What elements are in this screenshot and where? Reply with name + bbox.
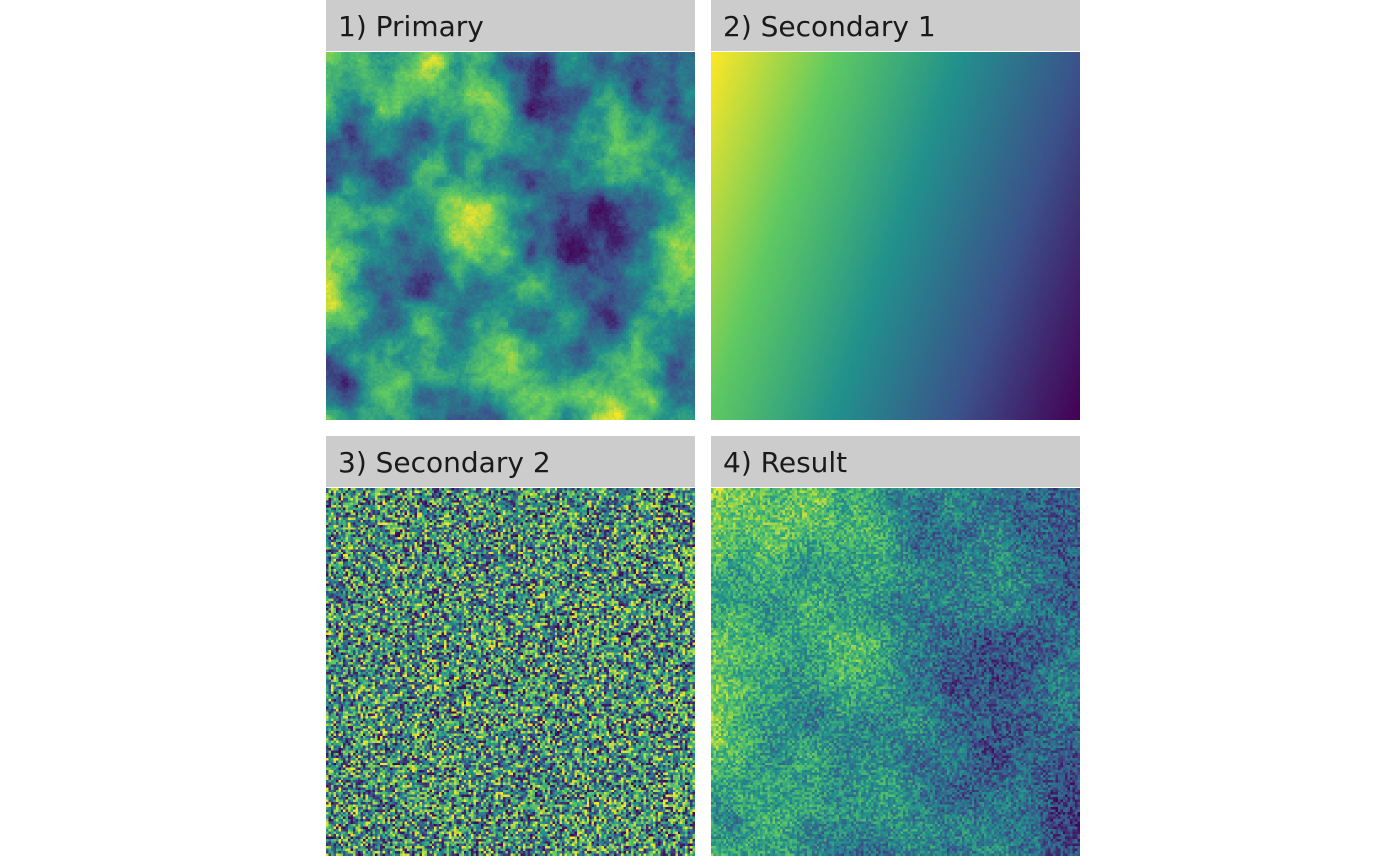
raster-secondary-2: [326, 488, 695, 856]
raster-secondary-1: [711, 52, 1080, 420]
panel-title-secondary-2: 3) Secondary 2: [326, 436, 695, 487]
panel-result: 4) Result: [711, 436, 1080, 856]
raster-primary: [326, 52, 695, 420]
panel-secondary-2: 3) Secondary 2: [326, 436, 695, 856]
panel-title-secondary-1: 2) Secondary 1: [711, 0, 1080, 51]
raster-result: [711, 488, 1080, 856]
panel-title-primary: 1) Primary: [326, 0, 695, 51]
panel-title-result: 4) Result: [711, 436, 1080, 487]
panel-secondary-1: 2) Secondary 1: [711, 0, 1080, 420]
panel-primary: 1) Primary: [326, 0, 695, 420]
